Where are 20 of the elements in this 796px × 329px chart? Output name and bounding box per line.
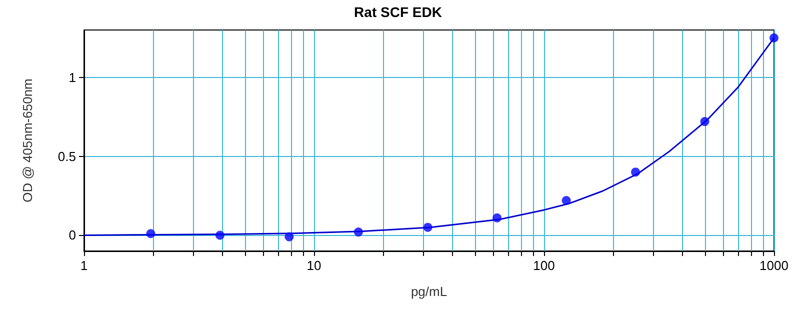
point (146, 229, 156, 238)
y-axis-title: OD @ 405nm-650nm (20, 78, 35, 202)
x-axis-title: pg/mL (410, 284, 448, 299)
point (562, 196, 571, 205)
y-tick-label: 0.5 (58, 148, 76, 164)
x-tick-label: 100 (533, 258, 555, 273)
point (354, 228, 363, 237)
x-tick-label: 10 (306, 258, 322, 273)
point (423, 222, 432, 232)
y-tick-label: 0 (68, 228, 76, 243)
x-tick-label: 1000 (760, 258, 788, 273)
point (492, 213, 502, 222)
point (284, 232, 294, 242)
point (631, 168, 640, 177)
chart-title: Rat SCF EDK (354, 4, 442, 20)
point (215, 230, 224, 240)
point (770, 33, 778, 42)
y-tick-label: 1 (68, 70, 76, 85)
point (700, 117, 710, 126)
x-tick-label: 1 (80, 258, 88, 273)
